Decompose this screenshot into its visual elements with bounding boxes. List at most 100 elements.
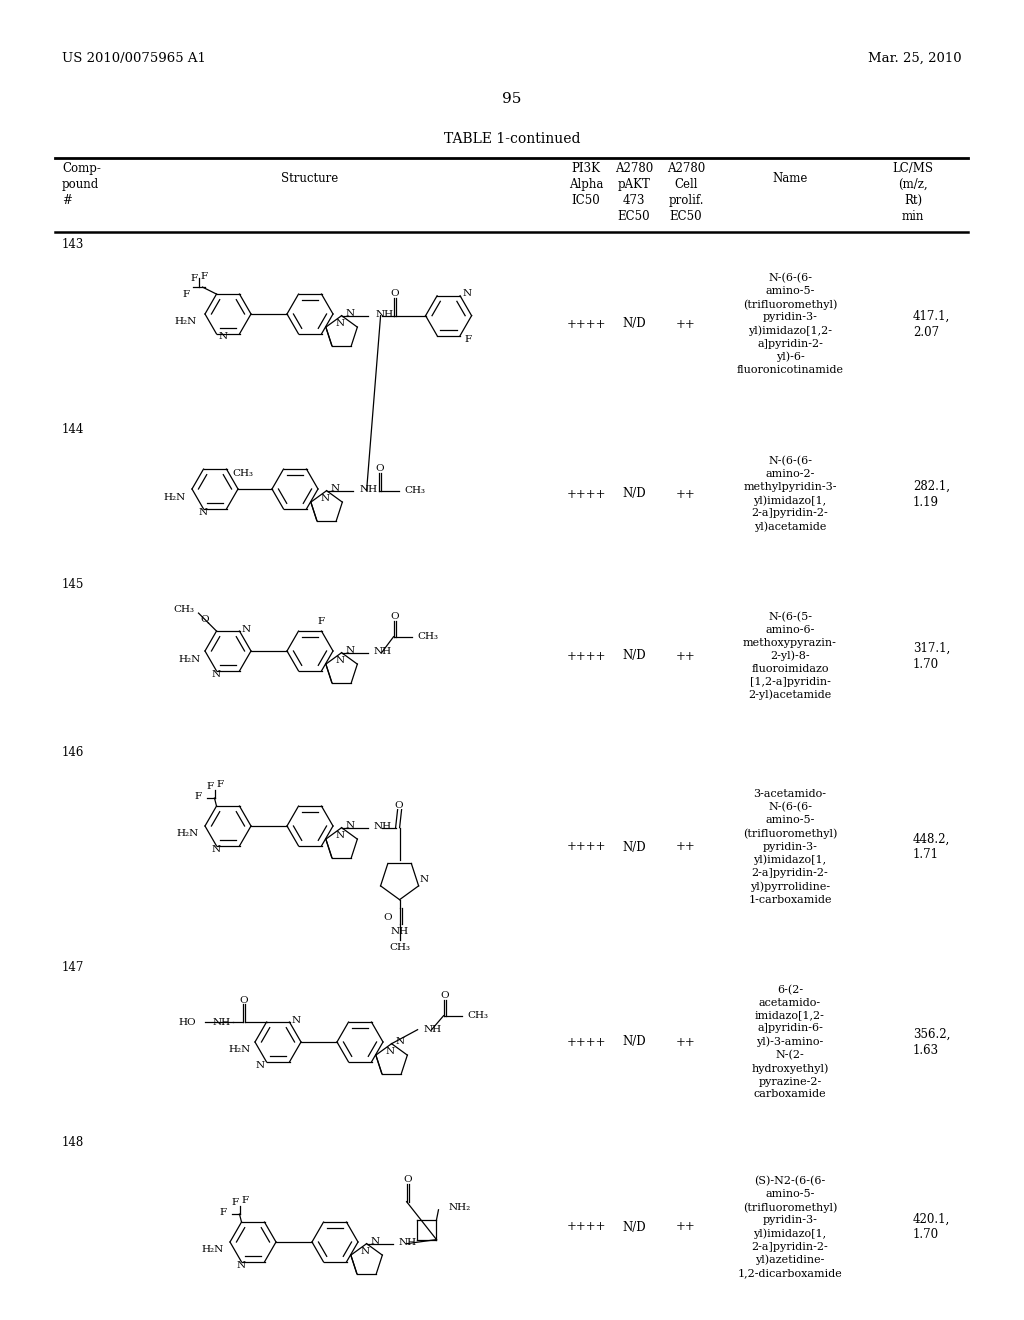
Text: O: O — [383, 913, 391, 923]
Text: F: F — [242, 1196, 249, 1205]
Text: 146: 146 — [62, 746, 84, 759]
Text: 420.1,
1.70: 420.1, 1.70 — [913, 1213, 950, 1242]
Text: H₂N: H₂N — [179, 655, 201, 664]
Text: CH₃: CH₃ — [418, 632, 438, 642]
Text: N/D: N/D — [623, 1221, 646, 1233]
Text: F: F — [207, 781, 214, 791]
Text: NH: NH — [376, 310, 393, 319]
Text: N: N — [395, 1038, 404, 1047]
Text: 356.2,
1.63: 356.2, 1.63 — [913, 1027, 950, 1056]
Text: CH₃: CH₃ — [232, 469, 254, 478]
Text: A2780
pAKT
473
EC50: A2780 pAKT 473 EC50 — [614, 162, 653, 223]
Text: N: N — [199, 508, 208, 517]
Text: 95: 95 — [503, 92, 521, 106]
Text: N: N — [420, 875, 429, 884]
Text: 144: 144 — [62, 422, 84, 436]
Text: N/D: N/D — [623, 487, 646, 500]
Text: NH: NH — [424, 1026, 441, 1034]
Text: US 2010/0075965 A1: US 2010/0075965 A1 — [62, 51, 206, 65]
Text: N/D: N/D — [623, 841, 646, 854]
Text: 282.1,
1.19: 282.1, 1.19 — [913, 479, 950, 508]
Text: N/D: N/D — [623, 649, 646, 663]
Text: 148: 148 — [62, 1137, 84, 1148]
Text: ++++: ++++ — [566, 1221, 606, 1233]
Text: ++++: ++++ — [566, 487, 606, 500]
Text: N/D: N/D — [623, 1035, 646, 1048]
Text: F: F — [217, 780, 224, 788]
Text: H₂N: H₂N — [175, 318, 197, 326]
Text: Name: Name — [772, 172, 808, 185]
Text: Mar. 25, 2010: Mar. 25, 2010 — [868, 51, 962, 65]
Text: ++: ++ — [676, 841, 696, 854]
Text: F: F — [190, 273, 198, 282]
Text: CH₃: CH₃ — [173, 605, 195, 614]
Text: N: N — [255, 1061, 264, 1071]
Text: ++: ++ — [676, 649, 696, 663]
Text: A2780
Cell
prolif.
EC50: A2780 Cell prolif. EC50 — [667, 162, 706, 223]
Text: LC/MS
(m/z,
Rt)
min: LC/MS (m/z, Rt) min — [893, 162, 934, 223]
Text: N: N — [345, 821, 354, 830]
Text: N-(6-(6-
amino-5-
(trifluoromethyl)
pyridin-3-
yl)imidazo[1,2-
a]pyridin-2-
yl)-: N-(6-(6- amino-5- (trifluoromethyl) pyri… — [736, 273, 844, 375]
Text: H₂N: H₂N — [164, 492, 186, 502]
Text: ++++: ++++ — [566, 1035, 606, 1048]
Text: N: N — [462, 289, 471, 298]
Text: NH: NH — [374, 822, 392, 832]
Text: O: O — [200, 615, 209, 623]
Text: H₂N: H₂N — [202, 1246, 224, 1254]
Text: 448.2,
1.71: 448.2, 1.71 — [913, 833, 950, 862]
Text: ++: ++ — [676, 1221, 696, 1233]
Text: 3-acetamido-
N-(6-(6-
amino-5-
(trifluoromethyl)
pyridin-3-
yl)imidazo[1,
2-a]py: 3-acetamido- N-(6-(6- amino-5- (trifluor… — [742, 789, 838, 904]
Text: N: N — [371, 1237, 380, 1246]
Text: N: N — [335, 656, 344, 665]
Text: F: F — [201, 272, 208, 281]
Text: NH: NH — [212, 1018, 230, 1027]
Text: HO: HO — [179, 1018, 197, 1027]
Text: ++++: ++++ — [566, 841, 606, 854]
Text: N: N — [321, 495, 330, 503]
Text: F: F — [464, 335, 471, 345]
Text: ++++: ++++ — [566, 649, 606, 663]
Text: N: N — [292, 1015, 301, 1024]
Text: Comp-
pound
#: Comp- pound # — [62, 162, 101, 207]
Text: H₂N: H₂N — [228, 1045, 251, 1055]
Text: ++: ++ — [676, 487, 696, 500]
Text: ++: ++ — [676, 318, 696, 330]
Text: Structure: Structure — [282, 172, 339, 185]
Text: O: O — [403, 1175, 412, 1184]
Text: 147: 147 — [62, 961, 84, 974]
Text: F: F — [317, 616, 325, 626]
Text: ++: ++ — [676, 1035, 696, 1048]
Text: N: N — [345, 647, 354, 655]
Text: TABLE 1-continued: TABLE 1-continued — [443, 132, 581, 147]
Text: N: N — [360, 1247, 370, 1257]
Text: NH: NH — [374, 647, 392, 656]
Text: 417.1,
2.07: 417.1, 2.07 — [913, 309, 950, 338]
Text: N: N — [385, 1048, 394, 1056]
Text: N-(6-(6-
amino-2-
methylpyridin-3-
yl)imidazo[1,
2-a]pyridin-2-
yl)acetamide: N-(6-(6- amino-2- methylpyridin-3- yl)im… — [743, 457, 837, 532]
Text: H₂N: H₂N — [177, 829, 199, 838]
Text: O: O — [390, 289, 399, 298]
Text: NH: NH — [398, 1238, 417, 1247]
Text: 143: 143 — [62, 238, 84, 251]
Text: F: F — [220, 1208, 227, 1217]
Text: N: N — [345, 309, 354, 318]
Text: NH: NH — [359, 486, 378, 494]
Text: CH₃: CH₃ — [389, 944, 410, 952]
Text: CH₃: CH₃ — [468, 1011, 488, 1020]
Text: F: F — [183, 289, 190, 298]
Text: N: N — [335, 832, 344, 841]
Text: NH₂: NH₂ — [449, 1204, 471, 1212]
Text: O: O — [240, 995, 248, 1005]
Text: N/D: N/D — [623, 318, 646, 330]
Text: N: N — [335, 319, 344, 329]
Text: N: N — [218, 333, 227, 342]
Text: (S)-N2-(6-(6-
amino-5-
(trifluoromethyl)
pyridin-3-
yl)imidazo[1,
2-a]pyridin-2-: (S)-N2-(6-(6- amino-5- (trifluoromethyl)… — [737, 1176, 843, 1278]
Text: NH: NH — [390, 927, 409, 936]
Text: O: O — [390, 612, 399, 622]
Text: N-(6-(5-
amino-6-
methoxypyrazin-
2-yl)-8-
fluoroimidazo
[1,2-a]pyridin-
2-yl)ac: N-(6-(5- amino-6- methoxypyrazin- 2-yl)-… — [743, 611, 837, 701]
Text: O: O — [375, 465, 384, 473]
Text: F: F — [195, 792, 202, 801]
Text: 317.1,
1.70: 317.1, 1.70 — [913, 642, 950, 671]
Text: N: N — [331, 484, 340, 494]
Text: N: N — [237, 1262, 246, 1270]
